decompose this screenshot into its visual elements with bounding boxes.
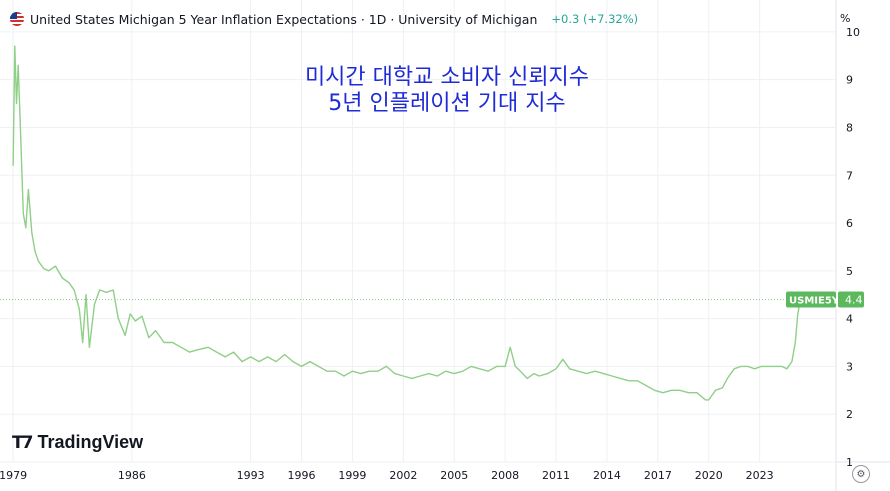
x-tick-label: 2002 <box>389 469 417 482</box>
x-axis: 1979 1986 1993 1996 1999 2002 2005 2008 2011 2014… <box>0 469 774 482</box>
y-tick-label: 7 <box>846 169 853 182</box>
x-tick-label: 1986 <box>118 469 146 482</box>
y-tick-label: 4 <box>846 313 853 326</box>
x-tick-label: 2008 <box>491 469 519 482</box>
y-tick-label: 1 <box>846 456 853 469</box>
x-tick-label: 1993 <box>237 469 265 482</box>
settings-gear-icon[interactable]: ⚙ <box>852 465 870 483</box>
y-tick-label: 6 <box>846 217 853 230</box>
x-tick-label: 2011 <box>542 469 570 482</box>
tradingview-mark-icon: T7 <box>12 432 33 453</box>
last-value-label: 4.4 <box>845 294 863 307</box>
y-tick-label: 3 <box>846 360 853 373</box>
last-price-tag: USMIE5Y 4.4 <box>786 291 864 308</box>
annotation-line: 미시간 대학교 소비자 신뢰지수 <box>305 65 589 90</box>
x-tick-label: 1996 <box>288 469 316 482</box>
series-name-tag[interactable] <box>786 291 836 308</box>
last-value-tag[interactable] <box>838 291 864 308</box>
us-flag-icon <box>10 12 24 26</box>
axis-unit-label[interactable]: % <box>840 12 851 25</box>
chart-header: United States Michigan 5 Year Inflation … <box>10 10 638 28</box>
price-change: +0.3 (+7.32%) <box>551 12 639 26</box>
x-tick-label: 1979 <box>0 469 27 482</box>
x-tick-label: 1999 <box>338 469 366 482</box>
series-line <box>12 45 802 401</box>
y-axis: 1 2 3 4 5 6 7 8 9 10 <box>846 26 860 469</box>
x-tick-label: 2005 <box>440 469 468 482</box>
annotation-line: 5년 인플레이션 기대 지수 <box>328 91 565 116</box>
y-tick-label: 2 <box>846 408 853 421</box>
y-tick-label: 8 <box>846 121 853 134</box>
symbol-title[interactable]: United States Michigan 5 Year Inflation … <box>30 11 538 27</box>
x-tick-label: 2017 <box>644 469 672 482</box>
y-tick-label: 10 <box>846 26 860 39</box>
x-tick-label: 2014 <box>593 469 621 482</box>
y-tick-label: 5 <box>846 265 853 278</box>
x-tick-label: 2020 <box>695 469 723 482</box>
y-tick-label: 9 <box>846 74 853 87</box>
brand-name: TradingView <box>37 432 144 452</box>
series-name-label: USMIE5Y <box>789 296 840 307</box>
x-tick-label: 2023 <box>746 469 774 482</box>
tradingview-logo-icon[interactable]: T7 TradingView <box>12 432 143 453</box>
plot-area <box>0 45 836 401</box>
